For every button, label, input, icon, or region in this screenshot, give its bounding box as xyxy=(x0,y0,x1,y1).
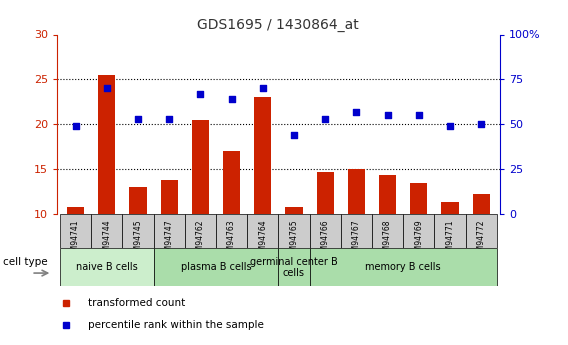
FancyBboxPatch shape xyxy=(153,248,278,286)
Text: percentile rank within the sample: percentile rank within the sample xyxy=(88,319,264,329)
Bar xyxy=(410,183,427,214)
FancyBboxPatch shape xyxy=(435,214,466,248)
FancyBboxPatch shape xyxy=(278,214,310,248)
FancyBboxPatch shape xyxy=(60,248,153,286)
Bar xyxy=(161,180,178,214)
Text: transformed count: transformed count xyxy=(88,298,185,308)
Text: cell type: cell type xyxy=(3,257,48,267)
Text: GSM94765: GSM94765 xyxy=(290,219,298,261)
FancyBboxPatch shape xyxy=(91,214,122,248)
Bar xyxy=(348,169,365,214)
FancyBboxPatch shape xyxy=(153,214,185,248)
Bar xyxy=(130,187,147,214)
Point xyxy=(320,116,329,121)
Text: GSM94766: GSM94766 xyxy=(320,219,329,261)
Text: GSM94745: GSM94745 xyxy=(133,219,143,261)
Text: germinal center B
cells: germinal center B cells xyxy=(250,257,338,278)
Text: GSM94767: GSM94767 xyxy=(352,219,361,261)
Bar xyxy=(192,120,209,214)
Point xyxy=(133,116,143,121)
Point xyxy=(445,123,454,129)
Text: GSM94771: GSM94771 xyxy=(445,219,454,260)
Point xyxy=(383,112,392,118)
Text: GSM94764: GSM94764 xyxy=(258,219,267,261)
FancyBboxPatch shape xyxy=(403,214,435,248)
Text: GSM94744: GSM94744 xyxy=(102,219,111,261)
Text: GSM94762: GSM94762 xyxy=(196,219,205,260)
Point xyxy=(289,132,298,138)
Point xyxy=(227,96,236,102)
FancyBboxPatch shape xyxy=(216,214,247,248)
Point xyxy=(414,112,423,118)
FancyBboxPatch shape xyxy=(310,214,341,248)
Text: memory B cells: memory B cells xyxy=(365,263,441,272)
Text: GSM94741: GSM94741 xyxy=(71,219,80,260)
Text: GSM94747: GSM94747 xyxy=(165,219,174,261)
FancyBboxPatch shape xyxy=(60,214,91,248)
FancyBboxPatch shape xyxy=(185,214,216,248)
FancyBboxPatch shape xyxy=(310,248,497,286)
FancyBboxPatch shape xyxy=(466,214,497,248)
Point xyxy=(165,116,174,121)
Bar xyxy=(316,172,334,214)
Bar xyxy=(98,75,115,214)
Point xyxy=(258,86,268,91)
Point xyxy=(196,91,205,97)
Bar xyxy=(473,194,490,214)
Point xyxy=(102,86,111,91)
FancyBboxPatch shape xyxy=(341,214,372,248)
FancyBboxPatch shape xyxy=(122,214,153,248)
Text: GSM94772: GSM94772 xyxy=(477,219,486,260)
Bar xyxy=(254,97,272,214)
Text: plasma B cells: plasma B cells xyxy=(181,263,251,272)
Text: naive B cells: naive B cells xyxy=(76,263,137,272)
Bar xyxy=(223,151,240,214)
Bar xyxy=(67,207,84,214)
Bar xyxy=(379,175,396,214)
Bar xyxy=(285,207,303,214)
FancyBboxPatch shape xyxy=(372,214,403,248)
FancyBboxPatch shape xyxy=(278,248,310,286)
Bar xyxy=(441,202,458,214)
Text: GSM94768: GSM94768 xyxy=(383,219,392,260)
FancyBboxPatch shape xyxy=(247,214,278,248)
Point xyxy=(71,123,80,129)
Text: GSM94769: GSM94769 xyxy=(414,219,423,261)
Point xyxy=(477,121,486,127)
Text: GSM94763: GSM94763 xyxy=(227,219,236,261)
Point xyxy=(352,109,361,115)
Title: GDS1695 / 1430864_at: GDS1695 / 1430864_at xyxy=(198,18,359,32)
